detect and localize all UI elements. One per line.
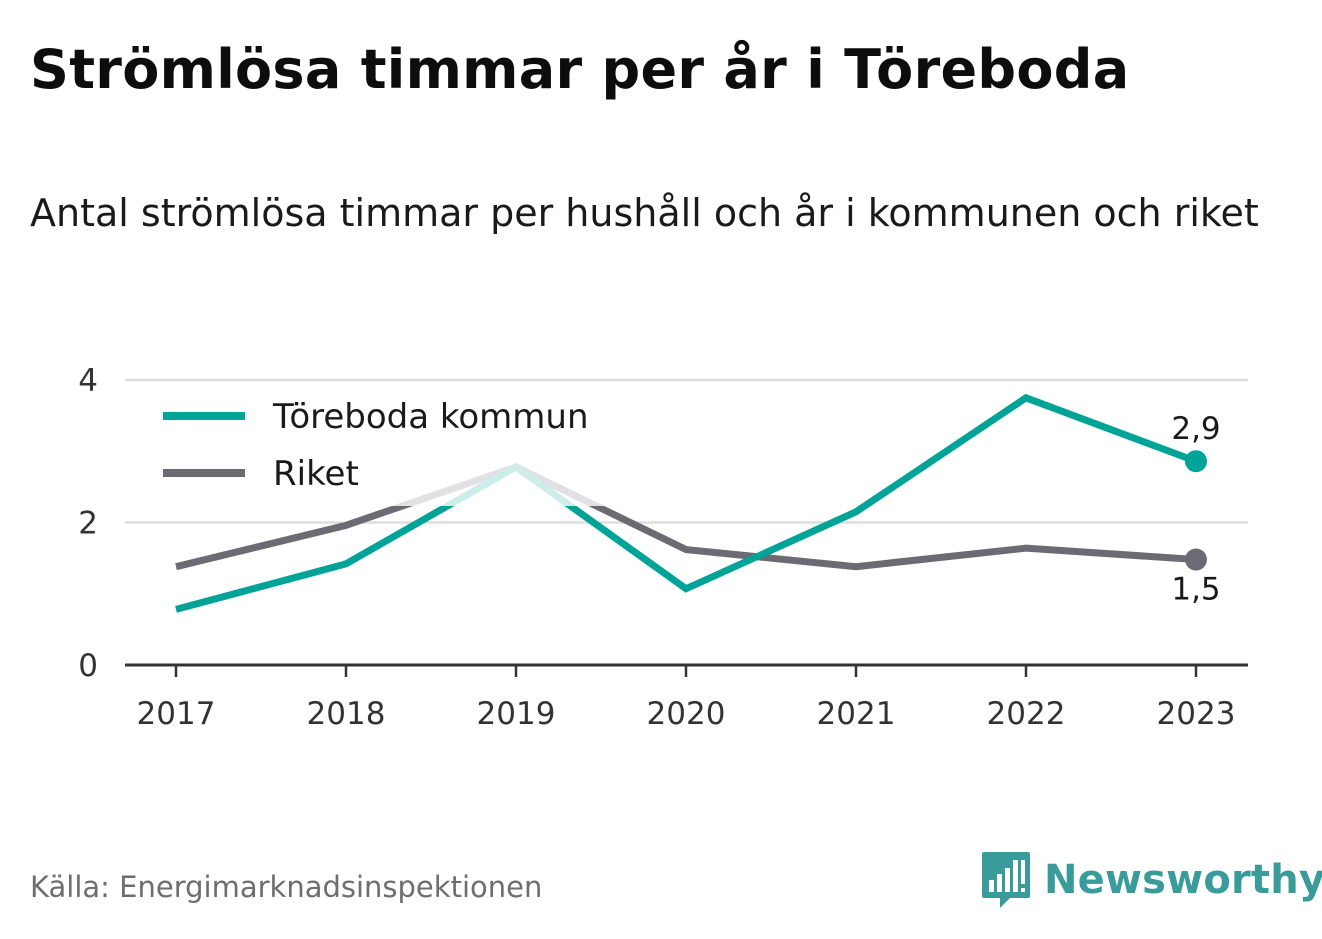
series-lines <box>175 393 1207 613</box>
legend-label: Töreboda kommun <box>272 397 589 437</box>
series-line <box>175 463 1197 571</box>
legend-label: Riket <box>273 454 359 494</box>
y-tick-label: 0 <box>78 648 98 684</box>
chart-subtitle: Antal strömlösa timmar per hushåll och å… <box>30 191 1259 235</box>
legend-background <box>150 384 628 506</box>
x-tick-label: 2018 <box>307 696 386 732</box>
x-tick-label: 2020 <box>647 696 726 732</box>
y-tick-label: 4 <box>78 363 98 399</box>
x-axis: 2017 2018 2019 2020 2021 2022 2023 <box>125 663 1248 732</box>
y-axis-ticks: 0 2 4 <box>78 363 98 684</box>
legend: Töreboda kommun Riket <box>150 384 628 506</box>
end-label: 1,5 <box>1171 572 1220 608</box>
series-end-marker <box>1185 548 1207 571</box>
brand-logo[interactable]: Newsworthy <box>980 850 1322 910</box>
x-tick-label: 2019 <box>477 696 556 732</box>
end-labels: 2,9 1,5 <box>1171 411 1220 607</box>
x-tick-label: 2017 <box>137 696 216 732</box>
x-tick-label: 2022 <box>987 696 1066 732</box>
source-note: Källa: Energimarknadsinspektionen <box>30 870 543 904</box>
y-tick-label: 2 <box>78 506 98 542</box>
brand-name: Newsworthy <box>1044 857 1322 903</box>
grid-lines <box>125 378 1248 524</box>
series-line <box>175 393 1198 613</box>
end-label: 2,9 <box>1171 411 1220 447</box>
newsworthy-logo-icon <box>982 852 1030 908</box>
x-tick-label: 2023 <box>1157 696 1236 732</box>
series-end-marker <box>1185 450 1207 473</box>
x-tick-label: 2021 <box>817 696 896 732</box>
chart-title: Strömlösa timmar per år i Töreboda <box>30 38 1130 101</box>
